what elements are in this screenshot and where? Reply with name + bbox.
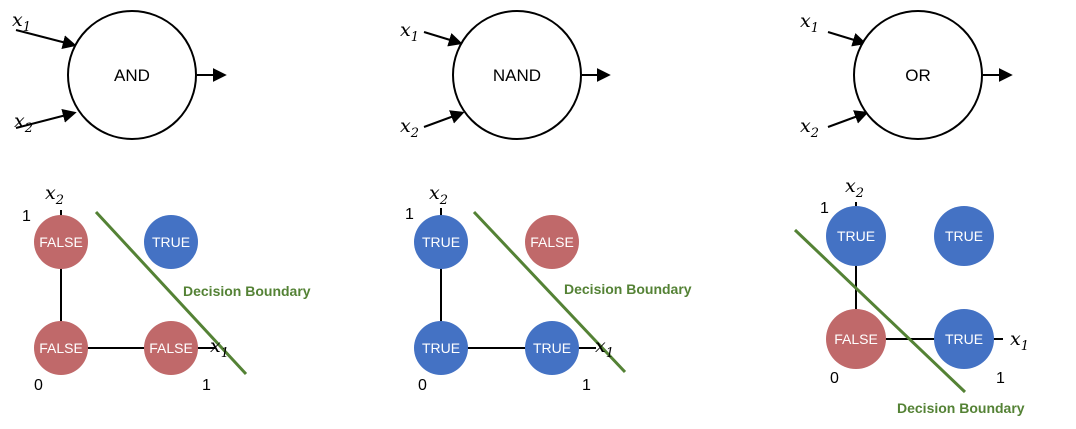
input-arrow-x2	[15, 109, 77, 129]
truth-node-01-true	[414, 215, 468, 269]
tick-label-x-1: 1	[582, 377, 591, 394]
tick-label-x-1: 1	[996, 370, 1005, 387]
decision-boundary-line	[94, 210, 248, 376]
decision-boundary-line	[793, 228, 967, 394]
axis-label-x2: x2	[429, 182, 448, 208]
truth-node-label: FALSE	[530, 234, 574, 250]
tick-label-y-1: 1	[22, 208, 31, 225]
input-label-x1: x1	[12, 9, 31, 35]
tick-label-y-1: 1	[405, 206, 414, 223]
truth-plot-and: Decision Boundary x2 x1 1 0 1 FALSE TRUEF…	[22, 182, 311, 394]
truth-node-label: FALSE	[834, 331, 878, 347]
input-label-x2: x2	[14, 110, 33, 136]
truth-node-00-true	[414, 321, 468, 375]
decision-boundary-label: Decision Boundary	[897, 400, 1025, 416]
gate-neuron-or: OR x1 x2	[800, 10, 1013, 141]
axis-label-x2: x2	[845, 175, 864, 201]
input-label-x1: x1	[800, 10, 819, 36]
truth-node-01-false	[34, 215, 88, 269]
truth-node-label: TRUE	[945, 331, 983, 347]
truth-nodes: TRUE TRUE FALSE TRUE	[826, 206, 994, 369]
tick-label-x-1: 1	[202, 377, 211, 394]
input-arrow-x2	[423, 110, 465, 128]
input-arrow-x1	[827, 31, 867, 47]
truth-nodes: FALSE TRUE FALSE FALSE	[34, 215, 198, 375]
gate-label: NAND	[493, 66, 541, 85]
truth-plot-or: Decision Boundary x2 x1 1 0 1 TRUE TRUE FA…	[793, 175, 1029, 416]
truth-node-11-true	[144, 215, 198, 269]
truth-node-label: TRUE	[422, 340, 460, 356]
gate-label: OR	[905, 66, 931, 85]
decision-boundary-label: Decision Boundary	[564, 281, 692, 297]
gate-circle	[853, 10, 983, 140]
input-arrow-x1	[423, 31, 463, 47]
gate-neuron-nand: NAND x1 x2	[400, 10, 611, 141]
axis-label-x1: x1	[210, 335, 229, 361]
decision-boundary-label: Decision Boundary	[183, 283, 311, 299]
axis-label-x2: x2	[45, 182, 64, 208]
truth-node-01-true	[826, 206, 886, 266]
panel-and: AND x1 x2 Decision Boundary x2 x1 1 0 1 …	[12, 9, 311, 394]
truth-node-label: TRUE	[422, 234, 460, 250]
truth-node-00-false	[826, 309, 886, 369]
panel-or: OR x1 x2 Decision Boundary x2 x1 1 0 1 T…	[793, 10, 1029, 416]
tick-label-origin-0: 0	[418, 377, 427, 394]
decision-boundary-line	[472, 210, 627, 374]
input-arrow-x2	[827, 110, 869, 128]
panel-nand: NAND x1 x2 Decision Boundary x2 x1 1 0 1…	[400, 10, 692, 394]
truth-node-label: TRUE	[152, 234, 190, 250]
tick-label-y-1: 1	[820, 200, 829, 217]
truth-node-label: FALSE	[39, 234, 83, 250]
truth-node-label: TRUE	[533, 340, 571, 356]
truth-node-11-false	[525, 215, 579, 269]
input-arrow-x1	[15, 29, 77, 49]
gate-neuron-and: AND x1 x2	[12, 9, 227, 140]
gate-circle	[67, 10, 197, 140]
axis-label-x1: x1	[595, 335, 614, 361]
truth-node-10-false	[144, 321, 198, 375]
input-label-x2: x2	[400, 115, 419, 141]
tick-label-origin-0: 0	[34, 377, 43, 394]
truth-node-00-false	[34, 321, 88, 375]
truth-node-label: TRUE	[945, 228, 983, 244]
truth-node-10-true	[934, 309, 994, 369]
input-label-x2: x2	[800, 115, 819, 141]
truth-node-10-true	[525, 321, 579, 375]
truth-node-label: FALSE	[149, 340, 193, 356]
truth-node-label: TRUE	[837, 228, 875, 244]
gate-circle	[452, 10, 582, 140]
truth-plot-nand: Decision Boundary x2 x1 1 0 1 TRUE FALSET…	[405, 182, 692, 394]
gate-label: AND	[114, 66, 150, 85]
input-label-x1: x1	[400, 19, 419, 45]
truth-node-label: FALSE	[39, 340, 83, 356]
truth-node-11-true	[934, 206, 994, 266]
truth-nodes: TRUE FALSE TRUE TRUE	[414, 215, 579, 375]
axis-label-x1: x1	[1010, 328, 1029, 354]
tick-label-origin-0: 0	[830, 370, 839, 387]
